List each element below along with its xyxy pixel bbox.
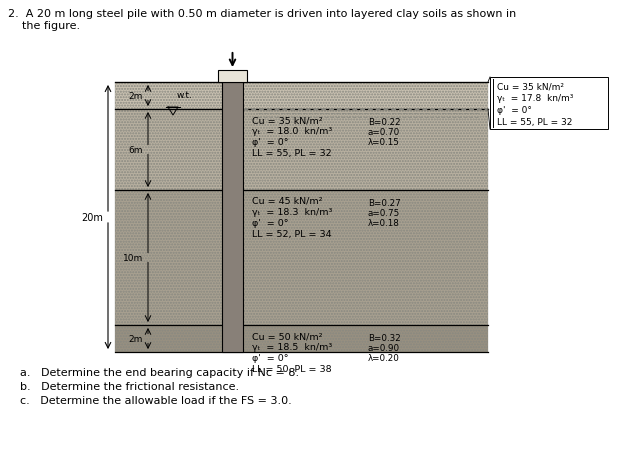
Bar bbox=[115, 191, 488, 325]
Text: the figure.: the figure. bbox=[8, 21, 80, 31]
Text: 20m: 20m bbox=[81, 212, 103, 222]
Bar bbox=[115, 325, 488, 352]
Text: 6m: 6m bbox=[128, 146, 143, 155]
Text: a=0.75: a=0.75 bbox=[368, 208, 400, 217]
Bar bbox=[115, 110, 488, 191]
Text: λ=0.20: λ=0.20 bbox=[368, 353, 400, 362]
Bar bbox=[115, 83, 488, 110]
Text: Cu = 45 kN/m²: Cu = 45 kN/m² bbox=[252, 197, 323, 206]
Text: 2m: 2m bbox=[128, 92, 143, 101]
Text: Cu = 35 kN/m²: Cu = 35 kN/m² bbox=[252, 116, 323, 125]
Text: B=0.22: B=0.22 bbox=[368, 118, 400, 127]
Text: Cu = 50 kN/m²: Cu = 50 kN/m² bbox=[252, 331, 323, 340]
Text: a.   Determine the end bearing capacity if Nc = 8.: a. Determine the end bearing capacity if… bbox=[20, 367, 299, 377]
Text: 2m: 2m bbox=[128, 334, 143, 343]
Bar bbox=[490, 78, 608, 130]
Bar bbox=[115, 83, 488, 110]
Bar bbox=[222, 83, 243, 352]
Text: φ'  = 0°: φ' = 0° bbox=[252, 138, 289, 147]
Text: 2.  A 20 m long steel pile with 0.50 m diameter is driven into layered clay soil: 2. A 20 m long steel pile with 0.50 m di… bbox=[8, 9, 516, 19]
Text: γₜ  = 17.8  kn/m³: γₜ = 17.8 kn/m³ bbox=[497, 94, 573, 103]
Bar bbox=[115, 325, 488, 352]
Text: λ=0.15: λ=0.15 bbox=[368, 138, 400, 147]
Text: LL = 50, PL = 38: LL = 50, PL = 38 bbox=[252, 364, 331, 373]
Text: a=0.70: a=0.70 bbox=[368, 128, 400, 136]
Text: γₜ  = 18.3  kn/m³: γₜ = 18.3 kn/m³ bbox=[252, 207, 333, 217]
Bar bbox=[115, 191, 488, 325]
Text: φ'  = 0°: φ' = 0° bbox=[497, 106, 532, 115]
Text: B=0.32: B=0.32 bbox=[368, 333, 401, 342]
Text: γₜ  = 18.5  kn/m³: γₜ = 18.5 kn/m³ bbox=[252, 342, 332, 351]
Text: B=0.27: B=0.27 bbox=[368, 198, 401, 207]
Text: w.t.: w.t. bbox=[177, 91, 193, 100]
Text: Cu = 35 kN/m²: Cu = 35 kN/m² bbox=[497, 82, 564, 91]
Text: LL = 55, PL = 32: LL = 55, PL = 32 bbox=[252, 149, 331, 157]
Text: LL = 52, PL = 34: LL = 52, PL = 34 bbox=[252, 229, 331, 238]
Text: 10m: 10m bbox=[123, 253, 143, 263]
Text: φ'  = 0°: φ' = 0° bbox=[252, 353, 289, 362]
Bar bbox=[115, 110, 488, 191]
Text: a=0.90: a=0.90 bbox=[368, 343, 400, 352]
Text: φ'  = 0°: φ' = 0° bbox=[252, 218, 289, 228]
Text: LL = 55, PL = 32: LL = 55, PL = 32 bbox=[497, 118, 573, 127]
Bar bbox=[218, 71, 247, 83]
Text: λ=0.18: λ=0.18 bbox=[368, 218, 400, 228]
Text: c.   Determine the allowable load if the FS = 3.0.: c. Determine the allowable load if the F… bbox=[20, 395, 292, 405]
Text: b.   Determine the frictional resistance.: b. Determine the frictional resistance. bbox=[20, 381, 239, 391]
Text: γₜ  = 18.0  kn/m³: γₜ = 18.0 kn/m³ bbox=[252, 127, 332, 136]
